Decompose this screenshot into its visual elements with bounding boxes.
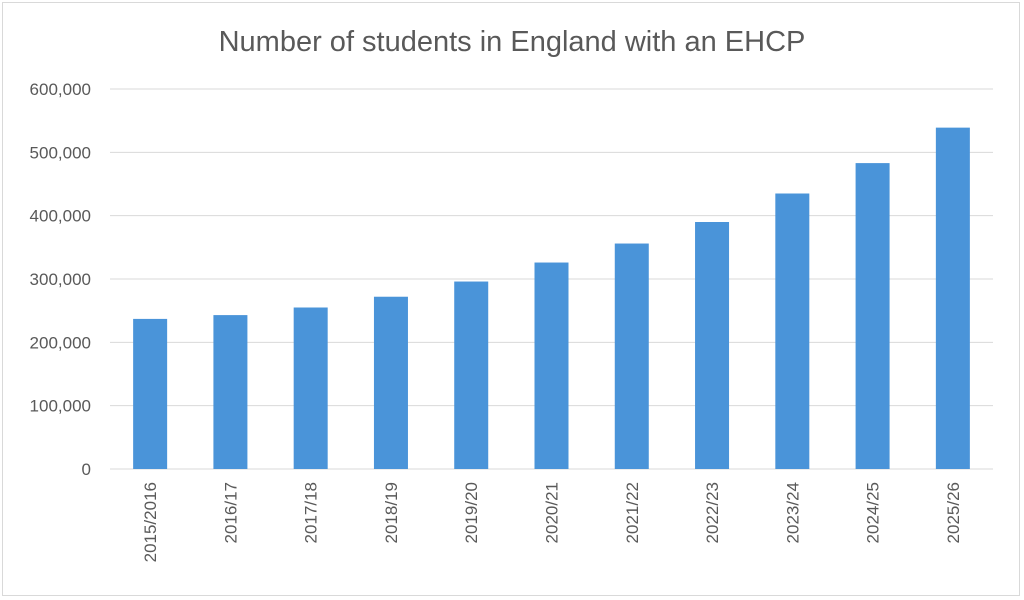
bar	[454, 281, 489, 469]
bar	[614, 243, 649, 469]
bar	[133, 318, 168, 469]
x-axis-ticks: 2015/2016 2016/17 2017/18 2018/19 2019/20 202…	[141, 482, 963, 562]
x-tick-label: 2024/25	[864, 482, 883, 543]
x-tick-label: 2025/26	[944, 482, 963, 543]
x-tick-label: 2021/22	[623, 482, 642, 543]
bar	[775, 193, 810, 469]
bar	[695, 222, 730, 469]
y-tick-label: 600,000	[30, 80, 91, 99]
bar	[855, 163, 890, 469]
bars	[133, 127, 970, 469]
x-tick-label: 2022/23	[703, 482, 722, 543]
chart-title: Number of students in England with an EH…	[219, 26, 806, 58]
x-tick-label: 2015/2016	[141, 482, 160, 562]
bar	[935, 127, 970, 469]
bar	[213, 315, 248, 469]
x-tick-label: 2017/18	[302, 482, 321, 543]
y-tick-label: 0	[82, 460, 91, 479]
y-tick-label: 200,000	[30, 333, 91, 352]
x-tick-label: 2016/17	[221, 482, 240, 543]
y-tick-label: 400,000	[30, 207, 91, 226]
y-tick-label: 100,000	[30, 397, 91, 416]
x-tick-label: 2019/20	[462, 482, 481, 543]
y-tick-label: 500,000	[30, 143, 91, 162]
bar	[373, 296, 408, 469]
y-tick-label: 300,000	[30, 270, 91, 289]
x-tick-label: 2020/21	[543, 482, 562, 543]
x-tick-label: 2018/19	[382, 482, 401, 543]
x-tick-label: 2023/24	[783, 482, 802, 543]
bar	[534, 262, 569, 469]
y-axis-ticks: 0 100,000 200,000 300,000 400,000 500,000 600,…	[30, 80, 91, 479]
gridlines	[110, 88, 993, 470]
bar	[293, 307, 328, 469]
